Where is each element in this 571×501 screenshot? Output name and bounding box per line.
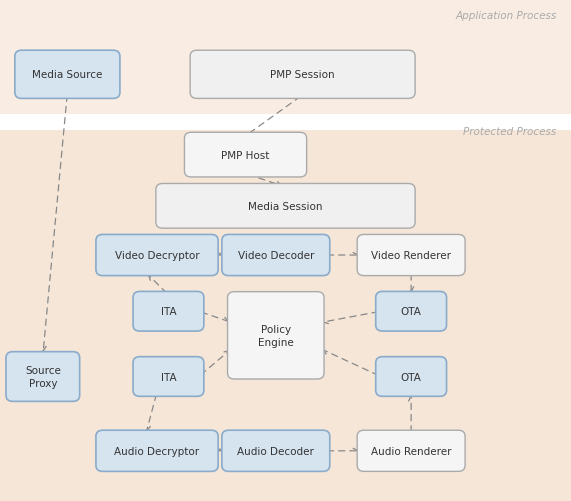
Text: Policy
Engine: Policy Engine <box>258 324 293 347</box>
FancyBboxPatch shape <box>376 292 447 332</box>
Text: Video Decryptor: Video Decryptor <box>115 250 199 261</box>
FancyBboxPatch shape <box>222 430 329 471</box>
Text: PMP Session: PMP Session <box>270 70 335 80</box>
FancyBboxPatch shape <box>15 51 120 99</box>
Text: OTA: OTA <box>401 372 421 382</box>
Bar <box>0 115 571 130</box>
Text: Audio Decoder: Audio Decoder <box>238 446 314 456</box>
FancyBboxPatch shape <box>133 357 204 397</box>
Text: OTA: OTA <box>401 307 421 317</box>
FancyBboxPatch shape <box>357 430 465 471</box>
Text: ITA: ITA <box>160 372 176 382</box>
FancyBboxPatch shape <box>222 235 329 276</box>
Text: ITA: ITA <box>160 307 176 317</box>
FancyBboxPatch shape <box>96 430 218 471</box>
Text: Audio Renderer: Audio Renderer <box>371 446 451 456</box>
FancyBboxPatch shape <box>227 292 324 379</box>
FancyBboxPatch shape <box>190 51 415 99</box>
FancyBboxPatch shape <box>156 184 415 228</box>
Bar <box>0 128 571 501</box>
Text: Media Session: Media Session <box>248 201 323 211</box>
FancyBboxPatch shape <box>357 235 465 276</box>
Text: PMP Host: PMP Host <box>222 150 270 160</box>
FancyBboxPatch shape <box>96 235 218 276</box>
FancyBboxPatch shape <box>6 352 80 402</box>
Text: Audio Decryptor: Audio Decryptor <box>114 446 200 456</box>
FancyBboxPatch shape <box>376 357 447 397</box>
Text: Protected Process: Protected Process <box>464 126 557 136</box>
Text: Media Source: Media Source <box>32 70 103 80</box>
FancyBboxPatch shape <box>184 133 307 178</box>
Text: Source
Proxy: Source Proxy <box>25 365 61 388</box>
Text: Video Decoder: Video Decoder <box>238 250 314 261</box>
FancyBboxPatch shape <box>133 292 204 332</box>
Text: Application Process: Application Process <box>456 11 557 21</box>
Text: Video Renderer: Video Renderer <box>371 250 451 261</box>
